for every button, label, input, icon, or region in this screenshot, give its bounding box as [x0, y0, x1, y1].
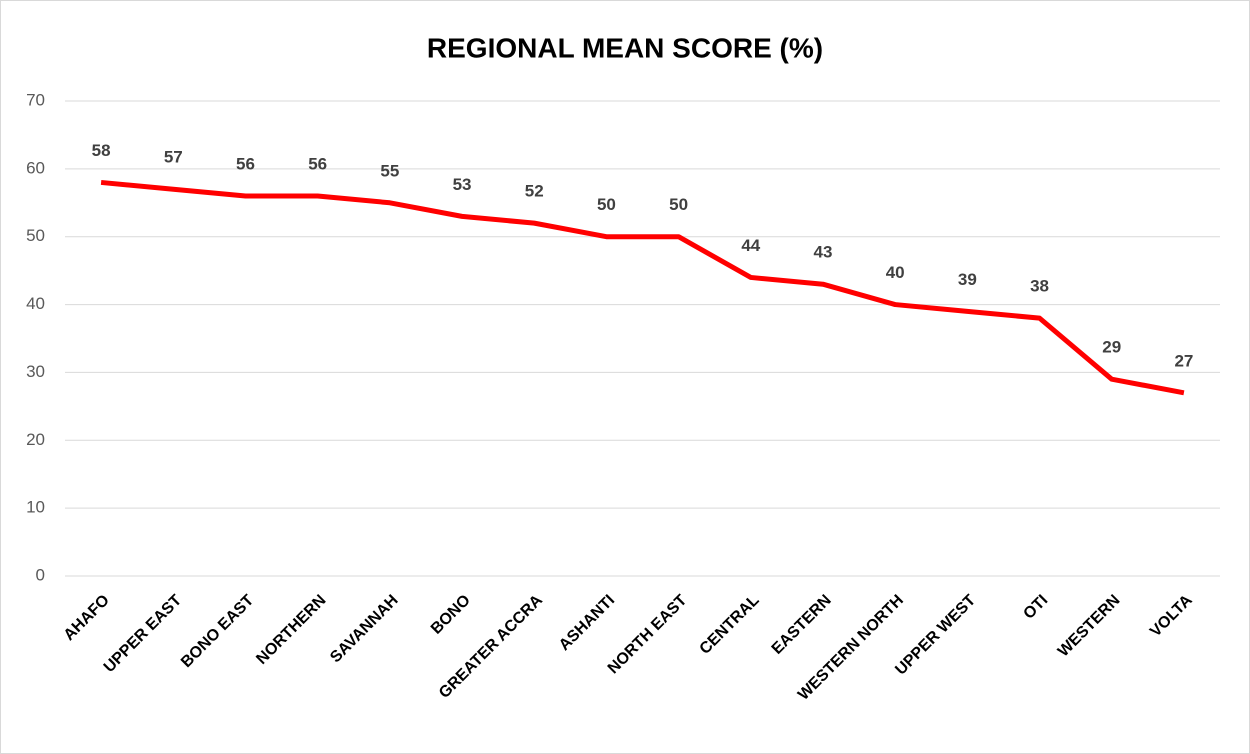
data-label: 39	[958, 270, 977, 289]
data-label: 57	[164, 148, 183, 167]
y-tick-label: 40	[26, 294, 45, 313]
data-label: 52	[525, 182, 544, 201]
data-label: 44	[741, 236, 760, 255]
data-label: 43	[814, 243, 833, 262]
data-label: 50	[669, 195, 688, 214]
data-label: 55	[380, 161, 399, 180]
data-label: 53	[453, 175, 472, 194]
data-label: 29	[1102, 338, 1121, 357]
data-label: 40	[886, 263, 905, 282]
y-tick-label: 70	[26, 90, 45, 109]
data-label: 50	[597, 195, 616, 214]
y-tick-label: 50	[26, 226, 45, 245]
line	[100, 179, 1185, 396]
data-label: 58	[92, 141, 111, 160]
y-tick-label: 10	[26, 498, 45, 517]
data-label: 27	[1174, 351, 1193, 370]
y-tick-label: 20	[26, 430, 45, 449]
data-label: 38	[1030, 277, 1049, 296]
chart-title: REGIONAL MEAN SCORE (%)	[427, 32, 823, 63]
y-tick-label: 0	[36, 565, 45, 584]
y-tick-label: 30	[26, 362, 45, 381]
y-tick-label: 60	[26, 158, 45, 177]
data-label: 56	[308, 154, 327, 173]
data-label: 56	[236, 154, 255, 173]
